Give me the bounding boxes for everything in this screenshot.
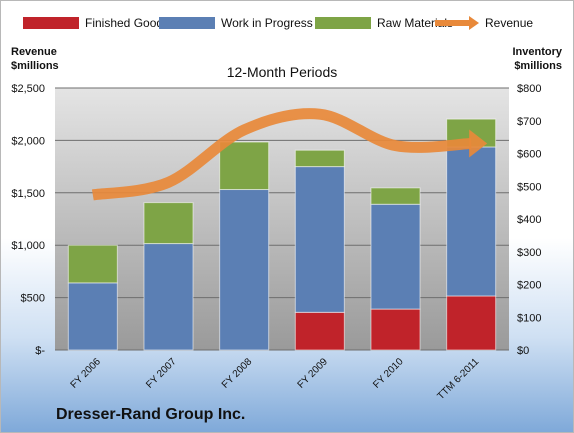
bar-raw-materials [143, 202, 194, 245]
right-tick-label: $800 [517, 83, 541, 95]
axis-label-line: Revenue [11, 46, 57, 58]
legend-arrow [469, 16, 479, 30]
bar-finished-goods [294, 311, 345, 351]
bar-work-in-progress [143, 243, 194, 351]
axis-label-line: Inventory [512, 46, 562, 58]
bar-work-in-progress [294, 166, 345, 313]
right-tick-label: $400 [517, 214, 541, 226]
left-tick-label: $500 [21, 293, 45, 305]
bar-raw-materials [219, 141, 270, 191]
right-axis-label: Inventory $millions [512, 46, 562, 72]
bar-work-in-progress [370, 203, 421, 310]
legend-label: Finished Goods [85, 16, 169, 30]
legend-swatch-finished-goods [23, 17, 79, 29]
left-axis-label: Revenue $millions [11, 46, 59, 72]
left-tick-label: $1,500 [11, 188, 45, 200]
bar-work-in-progress [67, 282, 118, 351]
axis-label-line: $millions [514, 60, 562, 72]
right-tick-label: $100 [517, 312, 541, 324]
bar-raw-materials [67, 244, 118, 284]
right-tick-label: $300 [517, 247, 541, 259]
right-tick-label: $600 [517, 149, 541, 161]
company-title: Dresser-Rand Group Inc. [56, 406, 246, 423]
revenue-arrowhead [469, 129, 488, 158]
bar-work-in-progress [446, 146, 497, 297]
legend-label: Work in Progress [221, 16, 313, 30]
chart-title: 12-Month Periods [227, 64, 338, 80]
right-tick-label: $500 [517, 181, 541, 193]
left-tick-label: $- [35, 345, 45, 357]
bar-raw-materials [294, 149, 345, 168]
legend-label: Revenue [485, 16, 533, 30]
legend-label: Raw Materials [377, 16, 453, 30]
left-tick-label: $2,500 [11, 83, 45, 95]
right-tick-label: $700 [517, 116, 541, 128]
plot-area [55, 88, 509, 350]
left-tick-label: $1,000 [11, 240, 45, 252]
legend-swatch-raw-materials [315, 17, 371, 29]
right-tick-label: $200 [517, 280, 541, 292]
bar-raw-materials [370, 187, 421, 205]
right-tick-label: $0 [517, 345, 529, 357]
revenue-line [91, 108, 472, 201]
legend-swatch-work-in-progress [159, 17, 215, 29]
left-tick-label: $2,000 [11, 135, 45, 147]
bar-finished-goods [370, 308, 421, 351]
axis-label-line: $millions [11, 60, 59, 72]
bar-finished-goods [446, 295, 497, 351]
bar-work-in-progress [219, 189, 270, 351]
